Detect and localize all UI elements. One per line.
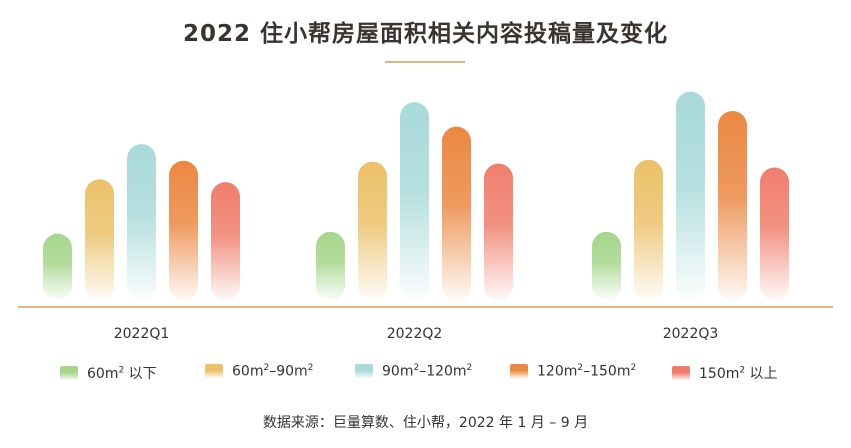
chart-title: 2022 住小帮房屋面积相关内容投稿量及变化 [182, 21, 669, 47]
legend-swatch [205, 364, 223, 379]
bar-2022q3-series-1 [592, 231, 621, 300]
bar-chart: 2022Q1 2022Q2 2022Q3 [18, 91, 833, 342]
bar-2022q1-series-1 [43, 233, 72, 300]
legend-item-5: 150m2 以上 [672, 363, 778, 383]
x-tick-label-2022q3: 2022Q3 [663, 326, 719, 342]
data-source-note: 数据来源：巨量算数、住小帮，2022 年 1 月 – 9 月 [262, 415, 589, 431]
legend-item-2: 60m2–90m2 [205, 363, 313, 380]
legend-item-4: 120m2–150m2 [510, 363, 636, 380]
x-tick-label-2022q2: 2022Q2 [387, 326, 443, 342]
legend-label: 150m2 以上 [699, 365, 778, 382]
legend-swatch [510, 364, 528, 379]
legend-item-1: 60m2 以下 [60, 363, 157, 383]
bar-2022q2-series-4 [442, 126, 471, 300]
bar-2022q2-series-3 [400, 102, 429, 300]
legend-swatch [672, 366, 690, 380]
bar-2022q3-series-3 [676, 91, 705, 300]
bar-2022q3-series-2 [634, 159, 663, 300]
bar-2022q1-series-4 [169, 160, 198, 300]
bar-2022q1-series-3 [127, 144, 156, 300]
legend: 60m2 以下 60m2–90m2 90m2–120m2 120m2–150m2 150… [0, 363, 851, 387]
bar-2022q3-series-5 [760, 167, 789, 300]
bar-2022q2-series-5 [484, 163, 513, 300]
title-underline [385, 61, 465, 63]
legend-label: 90m2–120m2 [382, 363, 473, 380]
legend-item-3: 90m2–120m2 [355, 363, 472, 380]
x-tick-label-2022q1: 2022Q1 [114, 326, 170, 342]
bar-2022q2-series-2 [358, 161, 387, 300]
legend-label: 60m2–90m2 [232, 363, 314, 380]
bar-2022q1-series-2 [85, 179, 114, 300]
legend-swatch [355, 364, 373, 379]
legend-swatch [60, 366, 78, 380]
x-tick-labels: 2022Q1 2022Q2 2022Q3 [114, 326, 719, 342]
bar-2022q1-series-5 [211, 182, 240, 300]
legend-label: 60m2 以下 [87, 365, 157, 382]
bars-layer [43, 91, 789, 300]
legend-label: 120m2–150m2 [537, 363, 637, 380]
bar-2022q3-series-4 [718, 111, 747, 300]
bar-2022q2-series-1 [316, 231, 345, 300]
